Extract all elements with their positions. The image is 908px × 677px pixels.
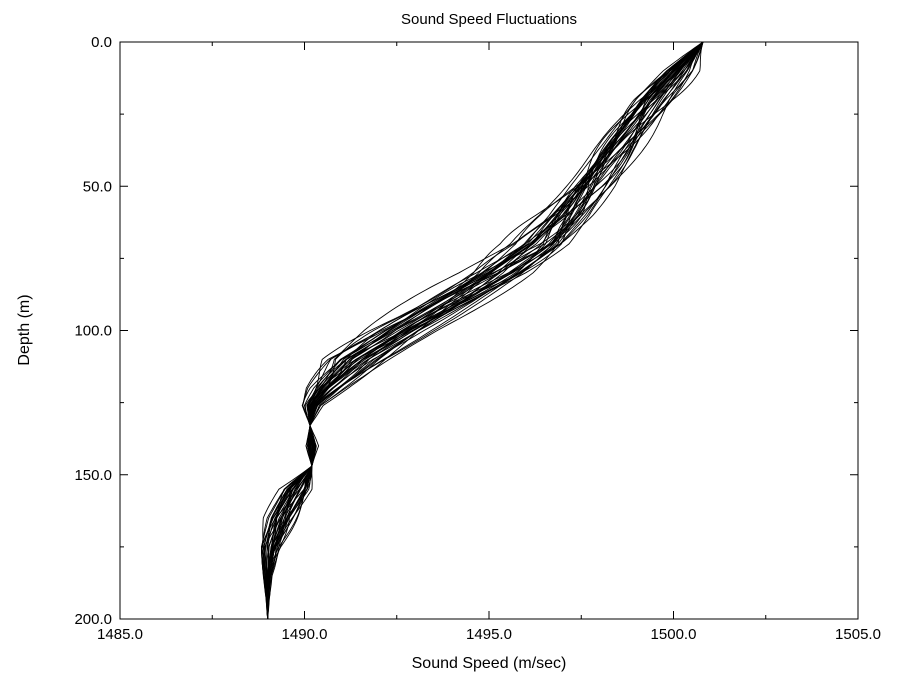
x-axis-label: Sound Speed (m/sec) (412, 655, 567, 672)
y-tick-label: 0.0 (91, 34, 112, 51)
y-tick-label: 200.0 (74, 611, 112, 628)
x-tick-label: 1505.0 (835, 626, 881, 643)
profile-line (260, 41, 704, 620)
profile-line (265, 41, 704, 620)
profile-line (264, 41, 704, 620)
y-tick-label: 100.0 (74, 323, 112, 340)
y-axis-label: Depth (m) (16, 294, 33, 365)
profile-line (267, 41, 704, 620)
profile-line (265, 41, 704, 620)
profile-line (266, 41, 704, 620)
profile-line (267, 41, 704, 619)
profile-line (267, 41, 704, 619)
x-tick-label: 1490.0 (282, 626, 328, 643)
x-tick-label: 1500.0 (651, 626, 697, 643)
chart-title: Sound Speed Fluctuations (401, 11, 577, 28)
x-tick-label: 1495.0 (466, 626, 512, 643)
x-tick-label: 1485.0 (97, 626, 143, 643)
profile-line (263, 41, 704, 620)
profile-line (267, 41, 704, 620)
profile-line (261, 41, 704, 620)
y-tick-label: 150.0 (74, 467, 112, 484)
profile-lines (260, 41, 704, 620)
ticks (119, 41, 859, 620)
plot-frame (119, 41, 859, 620)
profile-line (267, 41, 704, 619)
y-tick-label: 50.0 (83, 178, 112, 195)
profile-line (261, 41, 704, 620)
tick-labels: 1485.0 1490.0 1495.0 1500.0 1505.0 0.0 50.0 100… (74, 34, 880, 643)
